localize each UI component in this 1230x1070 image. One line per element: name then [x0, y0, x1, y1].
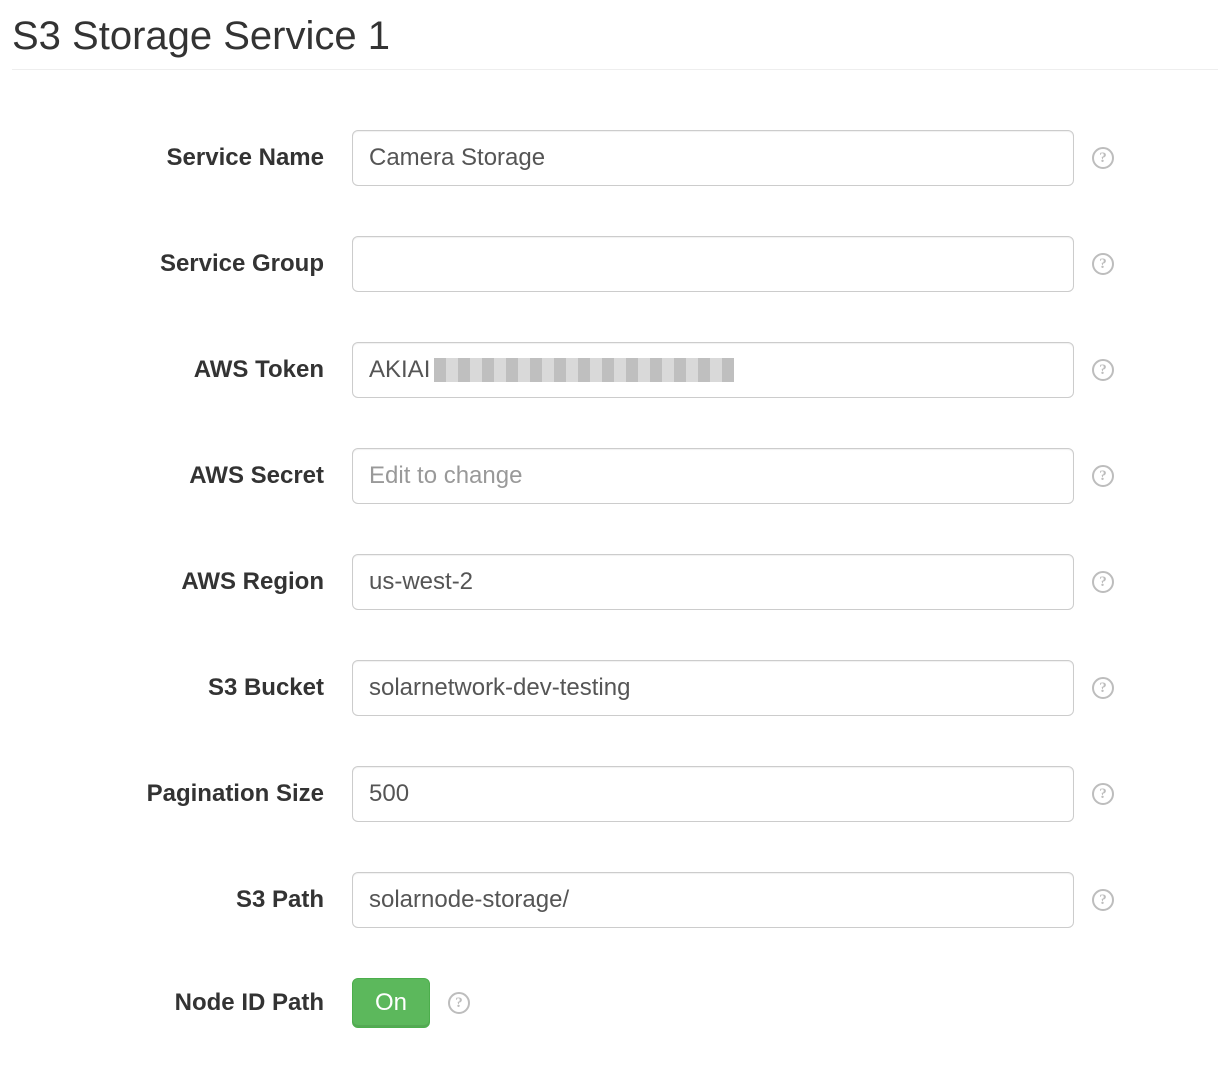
toggle-node-id-path[interactable]: On	[352, 978, 430, 1028]
control-wrap	[352, 766, 1074, 822]
row-node-id-path: Node ID Path On ?	[12, 978, 1218, 1028]
control-wrap: On ?	[352, 978, 1074, 1028]
help-icon[interactable]: ?	[1092, 889, 1114, 911]
help-icon[interactable]: ?	[1092, 253, 1114, 275]
row-s3-path: S3 Path ?	[12, 872, 1218, 928]
input-aws-secret[interactable]	[352, 448, 1074, 504]
help-col: ?	[1074, 783, 1134, 805]
input-aws-region[interactable]	[352, 554, 1074, 610]
help-icon[interactable]: ?	[1092, 783, 1114, 805]
help-col: ?	[1074, 677, 1134, 699]
control-wrap	[352, 554, 1074, 610]
help-col: ?	[1074, 465, 1134, 487]
input-pagination-size[interactable]	[352, 766, 1074, 822]
input-s3-bucket[interactable]	[352, 660, 1074, 716]
help-icon[interactable]: ?	[1092, 359, 1114, 381]
label-node-id-path: Node ID Path	[12, 989, 352, 1017]
help-icon[interactable]: ?	[448, 992, 470, 1014]
label-aws-secret: AWS Secret	[12, 462, 352, 490]
input-service-name[interactable]	[352, 130, 1074, 186]
help-col: ?	[1074, 253, 1134, 275]
help-icon[interactable]: ?	[1092, 465, 1114, 487]
page-title: S3 Storage Service 1	[12, 14, 1218, 70]
help-icon[interactable]: ?	[1092, 571, 1114, 593]
row-service-name: Service Name ?	[12, 130, 1218, 186]
control-wrap	[352, 448, 1074, 504]
settings-form: Service Name ? Service Group ? AWS Token	[12, 130, 1218, 1028]
label-pagination-size: Pagination Size	[12, 780, 352, 808]
control-wrap	[352, 130, 1074, 186]
label-service-group: Service Group	[12, 250, 352, 278]
input-aws-token[interactable]: AKIAI	[352, 342, 1074, 398]
help-icon[interactable]: ?	[1092, 677, 1114, 699]
label-s3-bucket: S3 Bucket	[12, 674, 352, 702]
input-service-group[interactable]	[352, 236, 1074, 292]
label-s3-path: S3 Path	[12, 886, 352, 914]
control-wrap	[352, 872, 1074, 928]
aws-token-visible-prefix: AKIAI	[369, 356, 430, 384]
row-s3-bucket: S3 Bucket ?	[12, 660, 1218, 716]
row-service-group: Service Group ?	[12, 236, 1218, 292]
control-wrap	[352, 236, 1074, 292]
help-col: ?	[1074, 571, 1134, 593]
help-col: ?	[1074, 889, 1134, 911]
control-wrap: AKIAI	[352, 342, 1074, 398]
row-aws-token: AWS Token AKIAI ?	[12, 342, 1218, 398]
aws-token-obscured	[434, 358, 734, 382]
help-icon[interactable]: ?	[1092, 147, 1114, 169]
label-service-name: Service Name	[12, 144, 352, 172]
row-aws-secret: AWS Secret ?	[12, 448, 1218, 504]
row-pagination-size: Pagination Size ?	[12, 766, 1218, 822]
input-s3-path[interactable]	[352, 872, 1074, 928]
help-col: ?	[1074, 147, 1134, 169]
control-wrap	[352, 660, 1074, 716]
label-aws-token: AWS Token	[12, 356, 352, 384]
row-aws-region: AWS Region ?	[12, 554, 1218, 610]
label-aws-region: AWS Region	[12, 568, 352, 596]
settings-page: S3 Storage Service 1 Service Name ? Serv…	[0, 14, 1230, 1068]
help-col: ?	[1074, 359, 1134, 381]
